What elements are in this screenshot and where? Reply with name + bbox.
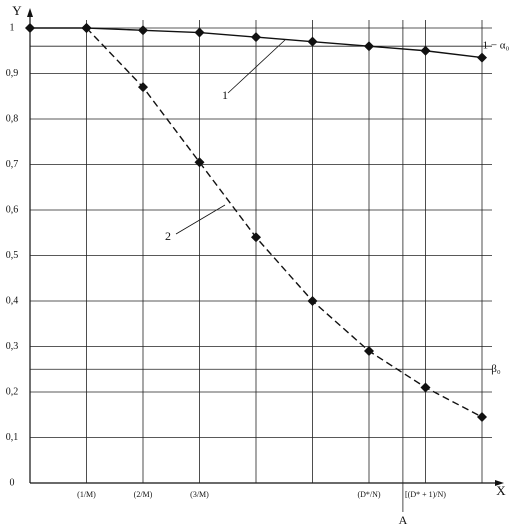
x-tick-label: (1/M) xyxy=(77,490,96,499)
y-tick-label: 0 xyxy=(10,477,15,488)
y-tick-label: 0,4 xyxy=(6,295,19,306)
reference-label: A xyxy=(399,513,408,527)
series-label: 2 xyxy=(165,229,171,243)
data-point xyxy=(251,232,261,243)
series-line xyxy=(85,27,483,418)
data-point xyxy=(25,23,35,33)
data-point xyxy=(307,296,318,306)
y-tick-label: 0,2 xyxy=(6,386,19,397)
reference-label: 1 − α₀ xyxy=(483,40,510,52)
y-tick-label: 0,1 xyxy=(6,432,19,443)
data-point xyxy=(138,25,148,36)
data-point xyxy=(364,41,374,52)
y-tick-label: 1 xyxy=(10,22,15,33)
x-tick-label: (D*/N) xyxy=(357,490,380,499)
y-tick-label: 0,5 xyxy=(6,250,19,261)
x-arrow xyxy=(495,480,504,486)
data-point xyxy=(194,27,205,38)
data-point xyxy=(477,412,487,423)
data-point xyxy=(477,52,487,63)
y-tick-label: 0,6 xyxy=(6,204,19,215)
x-tick-label: [(D* + 1)/N) xyxy=(405,490,446,499)
data-point xyxy=(194,157,205,168)
x-axis-label: X xyxy=(496,483,506,498)
y-tick-label: 0,3 xyxy=(6,341,19,352)
y-tick-label: 0,7 xyxy=(6,159,19,170)
y-tick-label: 0,8 xyxy=(6,113,19,124)
data-point xyxy=(81,23,92,33)
y-axis-label: Y xyxy=(12,3,22,18)
leader-line xyxy=(227,39,286,94)
data-point xyxy=(420,45,431,56)
series-label: 1 xyxy=(222,88,228,102)
reference-label: β₀ xyxy=(491,363,501,375)
data-point xyxy=(307,36,318,47)
data-point xyxy=(138,82,148,93)
x-tick-label: (3/M) xyxy=(190,490,209,499)
data-point xyxy=(251,32,261,43)
data-point xyxy=(420,382,431,393)
leader-line xyxy=(175,204,226,235)
y-tick-label: 0,9 xyxy=(6,68,19,79)
data-point xyxy=(364,346,374,357)
y-arrow xyxy=(27,8,33,17)
x-tick-label: (2/M) xyxy=(134,490,153,499)
